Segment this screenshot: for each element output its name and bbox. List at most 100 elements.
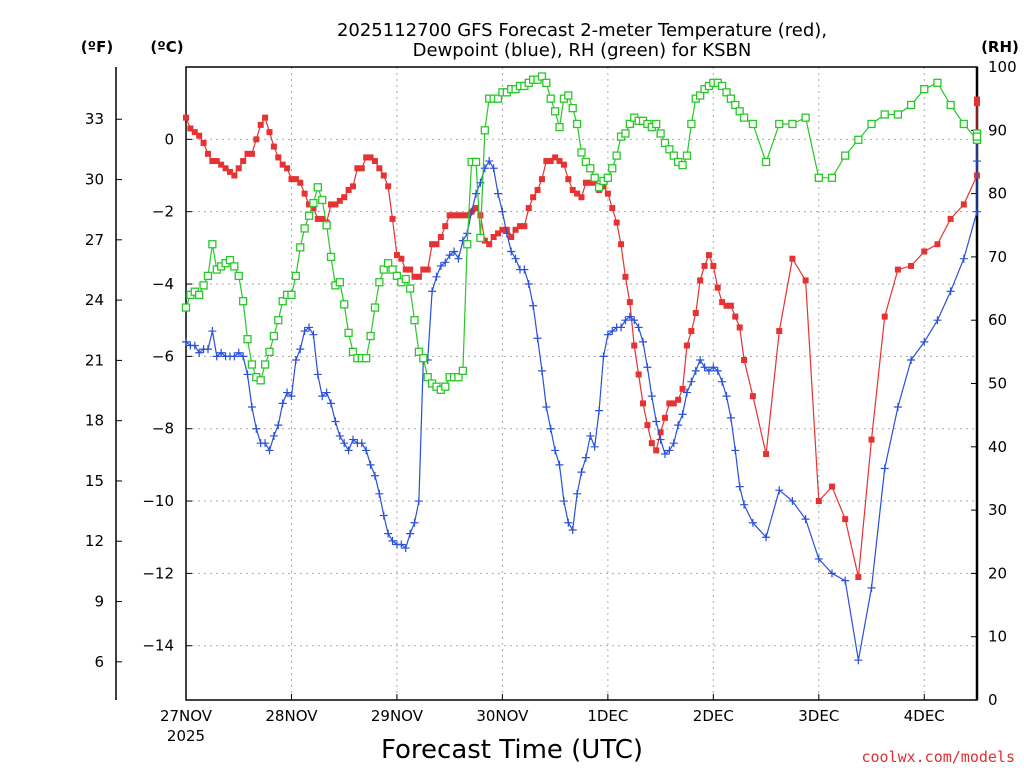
rh-point xyxy=(775,119,784,129)
temperature-point xyxy=(499,226,506,233)
dewpoint-point xyxy=(647,392,656,401)
rh-point xyxy=(726,94,736,103)
rh-point xyxy=(841,151,850,160)
temperature-point xyxy=(749,393,756,400)
rh-point xyxy=(471,157,481,167)
dewpoint-point xyxy=(335,431,344,440)
rh-point xyxy=(564,91,573,100)
unit-rh: (RH) xyxy=(981,38,1019,56)
temperature-point xyxy=(297,179,304,186)
dewpoint-point xyxy=(555,460,564,469)
rh-point xyxy=(441,382,450,391)
temperature-point xyxy=(947,215,954,222)
dewpoint-point xyxy=(410,518,419,527)
rh-point xyxy=(893,110,903,119)
rh-point xyxy=(208,240,217,249)
dewpoint-point xyxy=(432,272,441,281)
series-line-temperature xyxy=(185,99,978,578)
dewpoint-point xyxy=(384,529,393,538)
temperature-point xyxy=(894,266,901,273)
dewpoint-point xyxy=(309,330,318,339)
dewpoint-point xyxy=(827,569,836,578)
rh-point xyxy=(313,183,322,192)
dewpoint-point xyxy=(283,388,292,397)
rh-point xyxy=(247,360,257,369)
temperature-point xyxy=(727,302,734,309)
temperature-point xyxy=(354,165,361,172)
dewpoint-point xyxy=(700,363,709,372)
rh-point xyxy=(256,376,265,385)
dewpoint-point xyxy=(498,207,507,216)
temperature-point xyxy=(292,176,299,183)
temperature-point xyxy=(314,215,321,222)
temperature-point xyxy=(802,277,809,284)
temperature-point xyxy=(578,194,585,201)
rh-point xyxy=(572,119,582,129)
rh-point xyxy=(656,129,665,138)
dewpoint-point xyxy=(524,280,533,289)
rh-point xyxy=(463,240,472,249)
rh-point xyxy=(581,157,591,167)
dewpoint-point xyxy=(867,583,876,592)
temperature-point xyxy=(600,183,607,190)
c-tick-label: −14 xyxy=(142,637,174,655)
c-tick-label: −8 xyxy=(152,420,174,438)
dewpoint-point xyxy=(436,261,445,270)
temperature-point xyxy=(661,414,668,421)
dewpoint-point xyxy=(327,399,336,408)
dewpoint-point xyxy=(674,421,683,430)
rh-tick-label: 60 xyxy=(988,311,1007,329)
dewpoint-point xyxy=(696,355,705,364)
rh-point xyxy=(309,198,318,208)
rh-point xyxy=(458,366,468,375)
dewpoint-point xyxy=(682,388,691,397)
dewpoint-point xyxy=(441,258,450,267)
temperature-point xyxy=(402,266,409,273)
dewpoint-point xyxy=(296,345,305,354)
f-tick-label: 27 xyxy=(85,231,104,249)
temperature-point xyxy=(516,223,523,230)
temperature-point xyxy=(530,194,537,201)
rh-tick-label: 100 xyxy=(988,58,1017,76)
temperature-point xyxy=(934,241,941,248)
dewpoint-point xyxy=(313,370,322,379)
f-tick-label: 12 xyxy=(85,532,104,550)
dewpoint-point xyxy=(630,316,639,325)
temperature-point xyxy=(710,262,717,269)
temperature-point xyxy=(609,205,616,212)
dewpoint-point xyxy=(586,431,595,440)
dewpoint-point xyxy=(920,337,929,346)
temperature-point xyxy=(349,183,356,190)
dewpoint-point xyxy=(577,468,586,477)
temperature-point xyxy=(424,266,431,273)
dewpoint-point xyxy=(722,392,731,401)
dewpoint-point xyxy=(322,388,331,397)
temperature-point xyxy=(591,179,598,186)
dewpoint-point xyxy=(366,460,375,469)
dewpoint-point xyxy=(718,377,727,386)
rh-point xyxy=(652,119,661,129)
temperature-point xyxy=(521,223,528,230)
dewpoint-point xyxy=(621,316,630,325)
temperature-point xyxy=(411,273,418,280)
x-tick-label: 3DEC xyxy=(798,707,839,725)
f-tick-label: 24 xyxy=(85,291,104,309)
temperature-point xyxy=(266,129,273,136)
temperature-point xyxy=(534,186,541,193)
temperature-point xyxy=(604,190,611,197)
unit-celsius: (ºC) xyxy=(150,38,183,56)
dewpoint-point xyxy=(617,323,626,332)
dewpoint-point xyxy=(660,450,669,459)
rh-point xyxy=(735,107,744,116)
temperature-point xyxy=(657,429,664,436)
temperature-point xyxy=(622,273,629,280)
temperature-point xyxy=(328,201,335,208)
rh-point xyxy=(946,100,955,110)
temperature-point xyxy=(732,313,739,320)
dewpoint-point xyxy=(305,323,314,332)
dewpoint-point xyxy=(511,254,520,263)
rh-tick-label: 0 xyxy=(988,691,998,709)
dewpoint-point xyxy=(269,431,278,440)
dewpoint-point xyxy=(252,424,261,433)
temperature-point xyxy=(723,302,730,309)
